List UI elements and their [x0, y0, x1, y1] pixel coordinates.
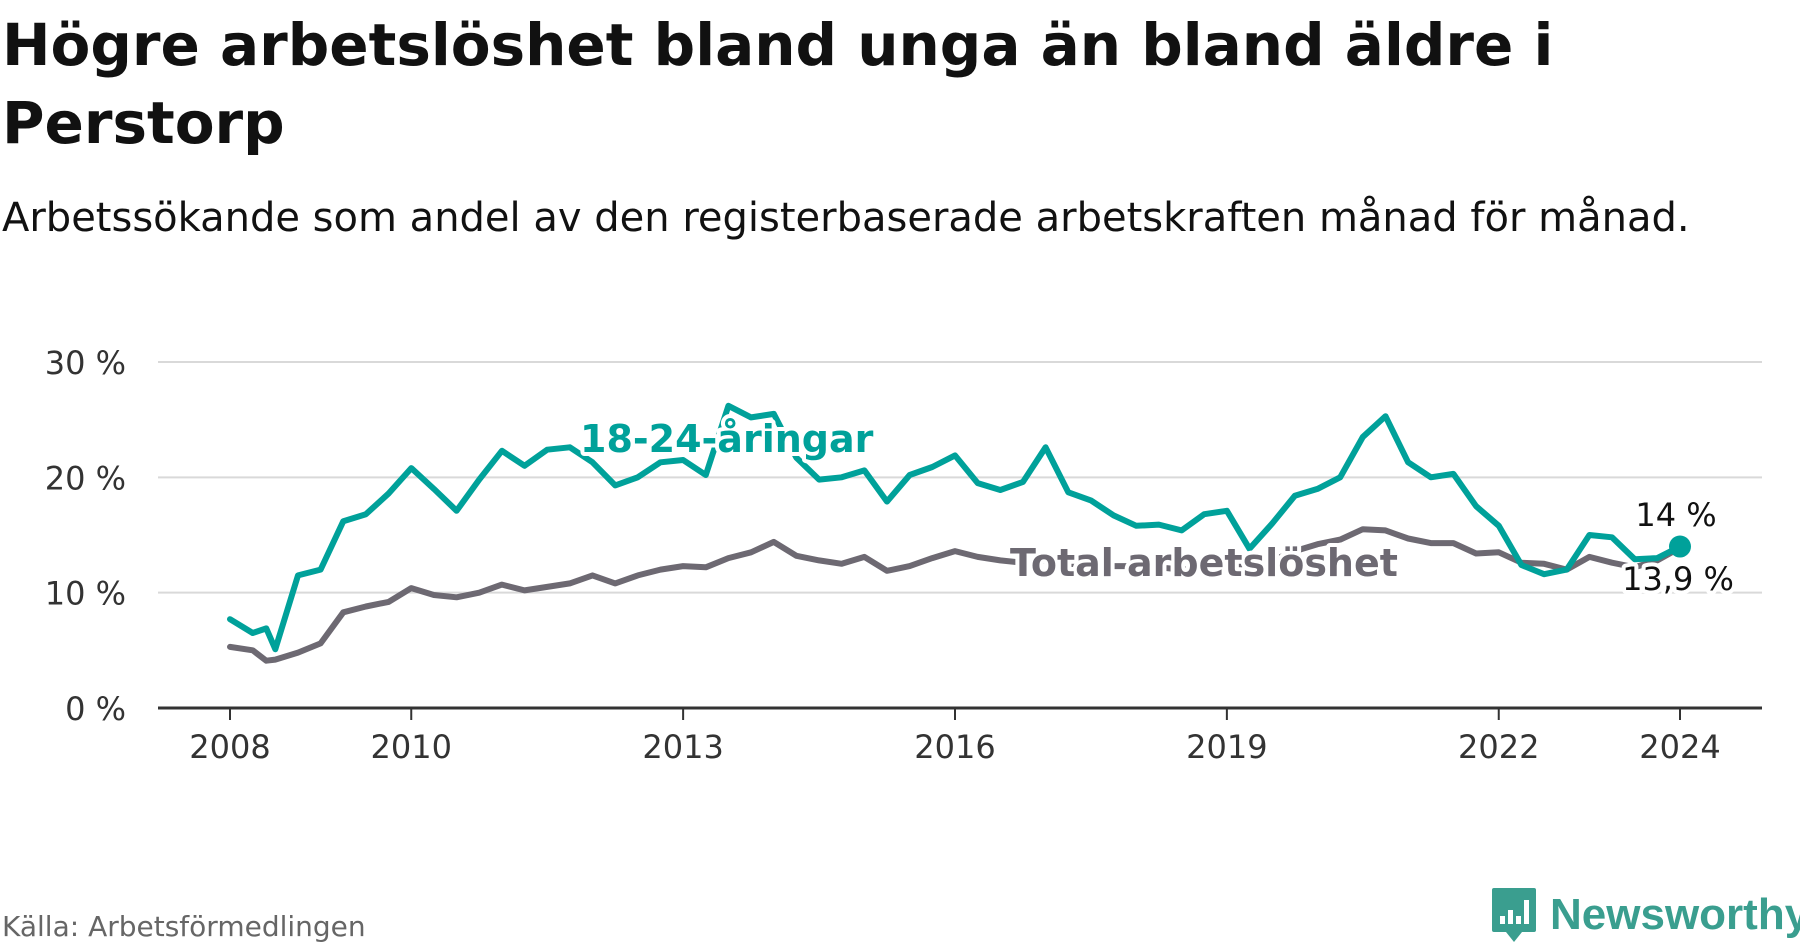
series-label-youth: 18-24-åringar [580, 417, 874, 461]
x-axis: 2008 2010 2013 2016 2019 2022 2024 [158, 706, 1762, 766]
x-tick-label: 2013 [642, 728, 723, 766]
series-layer [227, 402, 1691, 664]
end-label-total: 13,9 % [1622, 560, 1734, 598]
y-axis: 0 % 10 % 20 % 30 % [45, 344, 126, 728]
series-line-youth [227, 402, 1683, 653]
y-tick-label: 30 % [45, 344, 126, 382]
series-label-total: Total arbetslöshet [1010, 541, 1398, 585]
x-tick-label: 2010 [371, 728, 452, 766]
end-label-youth: 14 % [1635, 496, 1716, 534]
chart-subtitle: Arbetssökande som andel av den registerb… [2, 195, 1690, 241]
series-labels: 18-24-åringar Total arbetslöshet 14 % 13,9 … [576, 413, 1738, 602]
line-chart: 0 % 10 % 20 % 30 % 2008 2010 2013 2016 2019 2022… [45, 344, 1762, 766]
x-tick-label: 2016 [914, 728, 995, 766]
end-point-youth [1669, 535, 1691, 558]
x-tick-label: 2024 [1639, 728, 1720, 766]
gridlines [158, 361, 1762, 594]
series-line-total [227, 526, 1683, 664]
newsworthy-logo-icon [1492, 888, 1536, 942]
x-tick-label: 2008 [189, 728, 270, 766]
y-tick-label: 0 % [65, 690, 126, 728]
chart-title: Högre arbetslöshet bland unga än bland ä… [2, 11, 1554, 157]
x-tick-label: 2019 [1186, 728, 1267, 766]
y-tick-label: 10 % [45, 575, 126, 613]
x-tick-label: 2022 [1458, 728, 1539, 766]
brand-name: Newsworthy [1550, 890, 1800, 939]
source-note: Källa: Arbetsförmedlingen [2, 910, 366, 943]
y-tick-label: 20 % [45, 459, 126, 497]
brand-logo: Newsworthy [1490, 886, 1800, 944]
